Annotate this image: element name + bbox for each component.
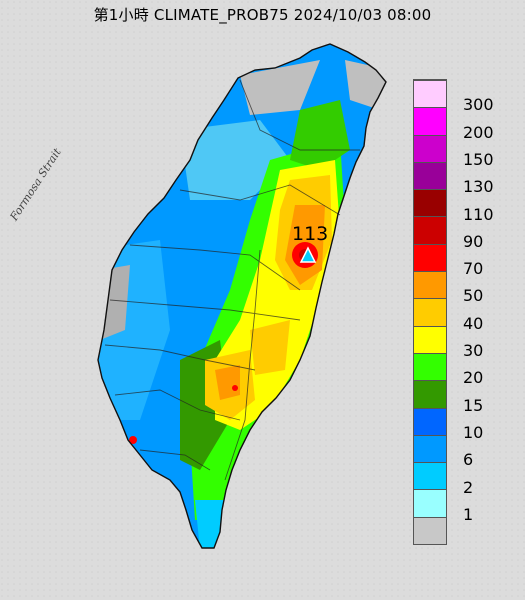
legend-label: 200 <box>463 122 494 142</box>
legend-swatch <box>414 462 446 490</box>
legend-swatch <box>414 216 446 244</box>
legend-label: 300 <box>463 95 494 115</box>
legend-swatch <box>414 516 446 545</box>
legend-label: 2 <box>463 477 474 497</box>
legend-label: 90 <box>463 231 484 251</box>
legend-swatch <box>414 489 446 517</box>
legend-swatch <box>414 298 446 326</box>
legend-label: 130 <box>463 177 494 197</box>
legend-swatch <box>414 107 446 135</box>
legend-swatch <box>414 189 446 217</box>
legend-label: 1 <box>463 504 474 524</box>
legend-label: 20 <box>463 368 484 388</box>
legend-label: 30 <box>463 341 484 360</box>
legend-swatch <box>414 134 446 162</box>
legend-swatch <box>414 352 446 381</box>
triangle-up-icon <box>299 246 317 263</box>
legend-label: 10 <box>463 422 484 442</box>
legend-label: 6 <box>463 450 474 470</box>
legend-label: 40 <box>463 313 484 333</box>
taiwan-island <box>97 43 387 549</box>
legend-label: 110 <box>463 204 494 224</box>
legend-swatch <box>414 434 446 463</box>
max-rainfall-marker <box>299 246 317 263</box>
legend-swatch <box>414 161 446 190</box>
legend-swatch <box>414 80 446 108</box>
legend-label: 150 <box>463 149 494 169</box>
legend-label: 70 <box>463 259 484 279</box>
legend-swatch <box>414 243 446 272</box>
legend-label: 50 <box>463 286 484 306</box>
legend-swatch <box>414 325 446 353</box>
max-rainfall-value: 113 <box>292 223 328 245</box>
map-title: 第1小時 CLIMATE_PROB75 2024/10/03 08:00 <box>93 6 432 24</box>
color-legend <box>413 79 447 546</box>
legend-swatch <box>414 271 446 299</box>
legend-swatch <box>414 380 446 408</box>
legend-swatch <box>414 407 446 435</box>
legend-label: 15 <box>463 395 484 415</box>
